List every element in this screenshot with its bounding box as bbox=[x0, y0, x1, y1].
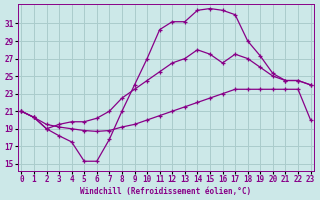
X-axis label: Windchill (Refroidissement éolien,°C): Windchill (Refroidissement éolien,°C) bbox=[80, 187, 252, 196]
